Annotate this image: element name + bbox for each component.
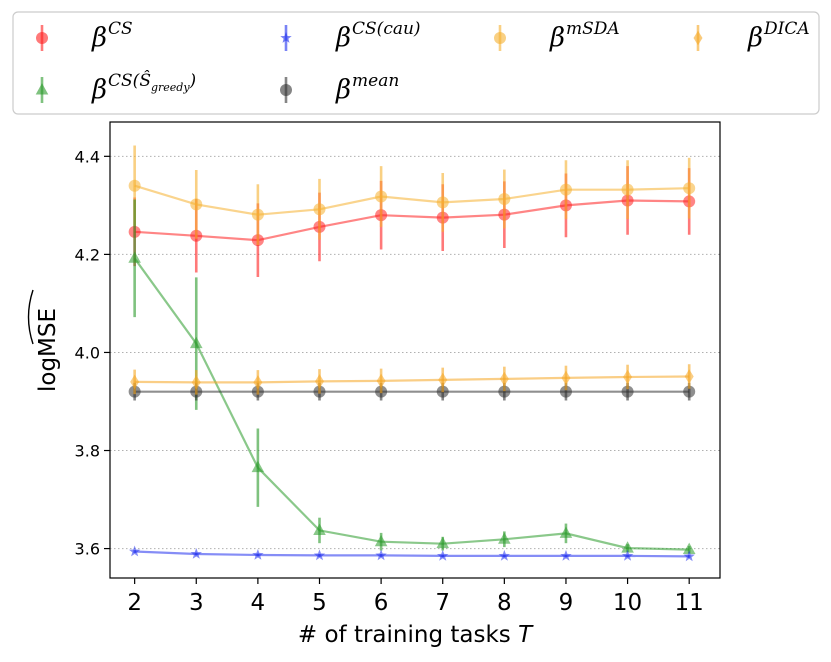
point-mSDA-4 [251,208,264,221]
point-CS(greedy)-5 [313,523,326,535]
point-mSDA-8 [498,192,511,205]
point-DICA-6 [376,373,386,389]
point-mean-9 [559,385,572,398]
point-mSDA-11 [683,182,696,195]
y-tick-label-2: 4.0 [75,343,100,362]
point-CS(greedy)-10 [621,541,634,553]
point-DICA-8 [499,371,509,387]
line-CS(cau) [134,550,690,558]
legend-label-DICA: βDICA [747,19,810,53]
x-tick-label-0: 2 [127,590,142,616]
x-tick-label-8: 10 [613,590,642,616]
point-CS(cau)-6 [375,549,387,561]
legend-marker-mean [280,84,292,96]
legend-item-CS(greedy): βCS(Ŝgreedy) [35,70,196,105]
legend-marker-DICA [693,30,703,46]
series-CS(greedy) [128,199,696,555]
line-CS(greedy) [133,257,690,551]
legend-label-CS(greedy): βCS(Ŝgreedy) [91,70,196,105]
legend-item-CS: βCS [36,19,133,53]
series-DICA [130,364,694,395]
legend-label-mSDA: βmSDA [549,19,620,53]
point-CS(cau)-4 [252,549,264,560]
x-tick-label-2: 4 [251,590,266,616]
point-mSDA-6 [375,190,388,203]
x-tick-label-1: 3 [189,590,204,616]
point-CS(cau)-5 [313,549,326,561]
point-DICA-2 [130,374,140,390]
point-CS(greedy)-9 [559,526,573,538]
legend-marker-mSDA [494,32,506,44]
x-tick-label-4: 6 [374,590,389,616]
point-mSDA-7 [436,196,449,209]
point-mSDA-2 [128,179,141,192]
point-mSDA-9 [559,183,572,196]
point-CS(cau)-9 [560,549,572,561]
legend: βCS βCS(cau) βmSDA βDICA βCS(Ŝgreedy) βmean [12,11,820,115]
y-tick-label-4: 4.4 [75,147,100,166]
line-CS [134,199,690,242]
y-tick-label-1: 3.8 [75,442,100,461]
legend-marker-CS [36,32,48,44]
point-DICA-9 [561,370,571,386]
legend-item-mean: βmean [280,71,399,105]
line-mSDA [134,184,690,216]
point-CS(greedy)-11 [682,542,696,555]
y-axis-label-hat [27,289,34,345]
legend-marker-CS(cau) [280,32,292,43]
x-tick-label-3: 5 [312,590,327,616]
grid [110,155,720,550]
y-tick-label-3: 4.2 [75,245,100,264]
point-mSDA-5 [313,203,326,216]
series-CS [128,166,696,277]
point-CS(greedy)-3 [189,336,203,349]
point-CS(greedy)-2 [128,251,141,263]
line-DICA [134,375,690,384]
point-mSDA-3 [190,198,203,211]
point-DICA-10 [623,369,633,385]
series-mSDA [128,145,696,246]
plot-area [128,145,696,562]
point-CS(cau)-8 [498,549,510,561]
point-CS(greedy)-7 [436,536,450,549]
legend-label-CS: βCS [91,19,133,53]
x-axis-label: # of training tasks T [298,622,534,648]
point-CS(cau)-10 [621,549,634,561]
point-DICA-5 [314,374,324,389]
point-CS(cau)-11 [683,550,695,562]
legend-label-mean: βmean [335,71,399,105]
axes: 3.6 3.8 4.0 4.2 4.4 2 3 4 5 6 7 8 9 10 11 # of training… [27,147,704,648]
point-CS(cau)-3 [190,548,202,559]
point-CS(cau)-2 [128,545,141,557]
point-DICA-11 [684,369,694,384]
point-CS(greedy)-4 [251,460,265,473]
x-tick-label-6: 8 [497,590,512,616]
series-mean [128,382,696,401]
point-DICA-4 [253,375,263,390]
x-tick-label-7: 9 [559,590,574,616]
legend-item-mSDA: βmSDA [494,19,620,53]
legend-item-CS(cau): βCS(cau) [280,19,421,53]
point-CS(greedy)-6 [374,534,388,547]
x-tick-label-5: 7 [435,590,450,616]
y-axis-label: logMSE [35,308,61,392]
point-mSDA-10 [621,183,634,196]
point-mean-8 [498,385,511,398]
series-CS(cau) [128,545,695,562]
point-CS(cau)-7 [437,549,449,561]
point-DICA-3 [191,375,201,390]
point-mean-11 [683,385,696,398]
x-tick-label-9: 11 [675,590,704,616]
point-mean-10 [621,385,634,398]
legend-marker-CS(greedy) [35,83,49,95]
point-CS(greedy)-8 [498,532,511,544]
legend-label-CS(cau): βCS(cau) [335,19,421,53]
axes-frame [109,121,721,579]
legend-item-DICA: βDICA [693,19,810,53]
point-DICA-7 [438,372,448,388]
y-tick-label-0: 3.6 [75,540,100,559]
legend-frame [12,11,820,115]
